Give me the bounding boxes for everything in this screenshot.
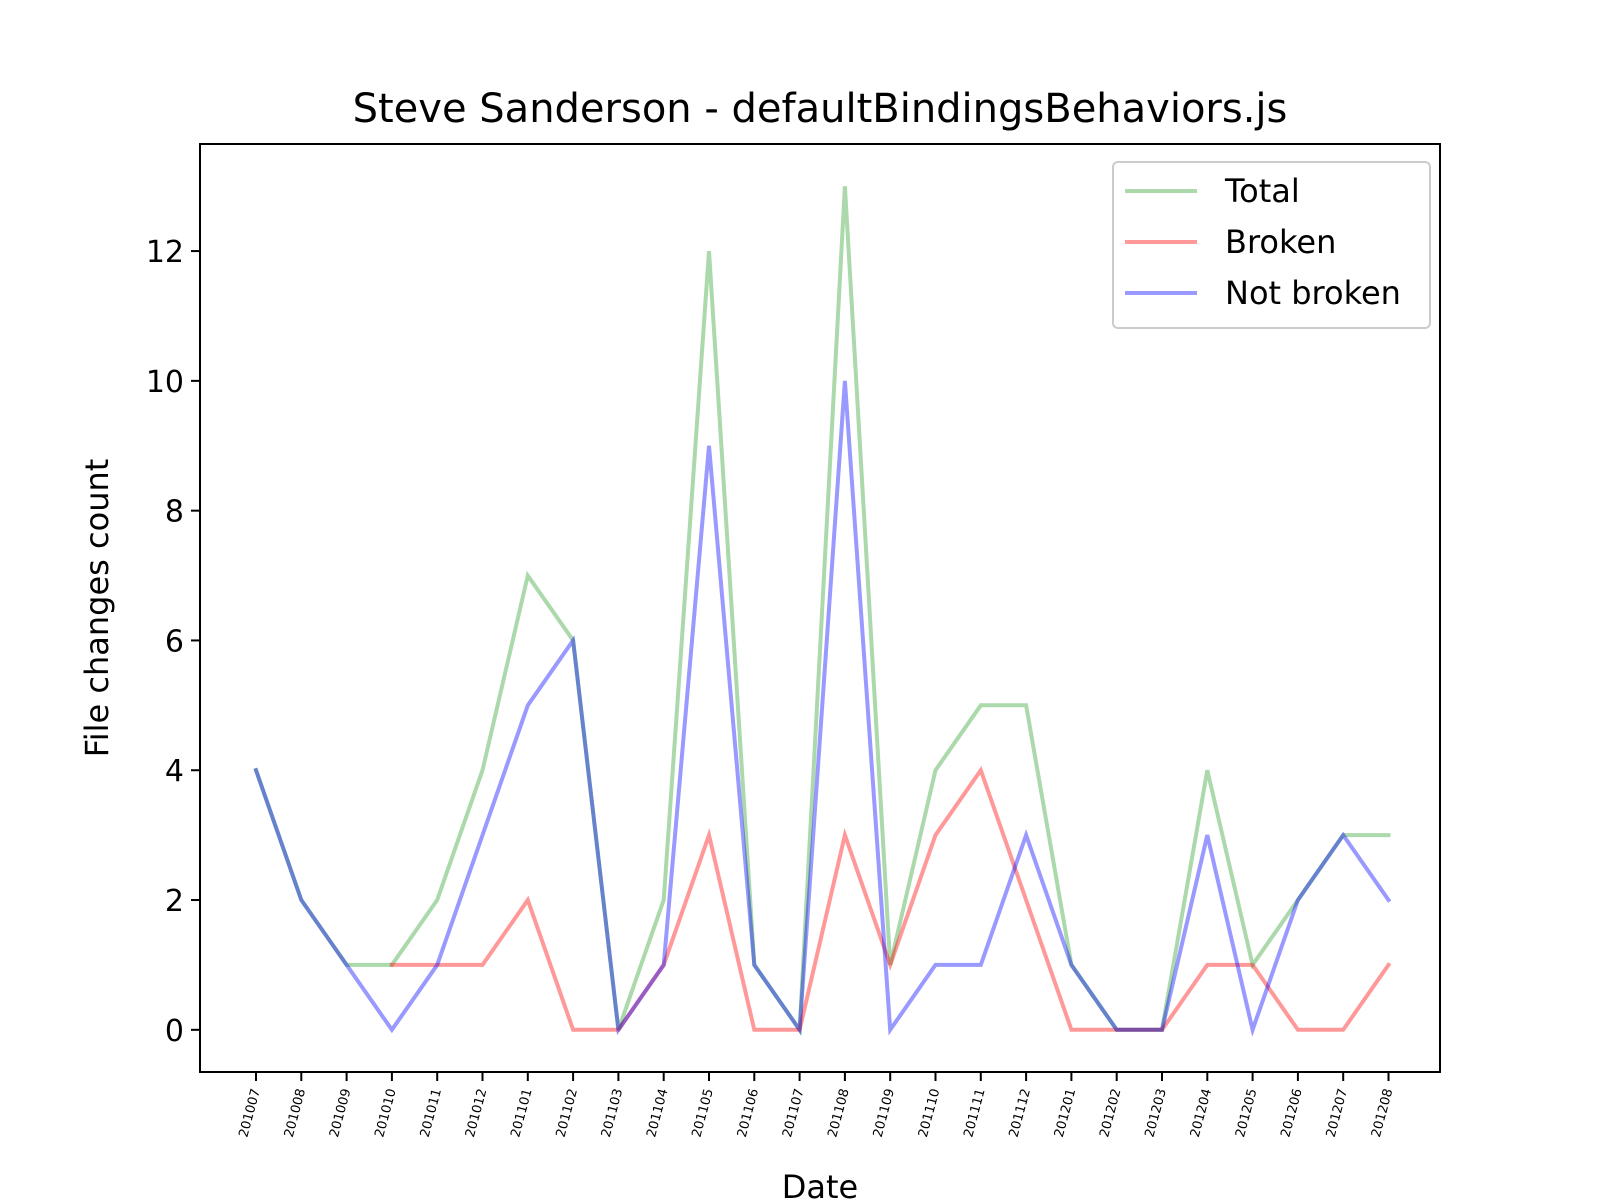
series-line-total <box>253 186 1391 1036</box>
y-tick-label: 10 <box>146 365 184 400</box>
x-axis: 201007 201008 201009 201010 201011 201012 2011… <box>237 1072 1396 1139</box>
x-tick-label: 201109 <box>871 1087 898 1139</box>
x-tick-label: 201204 <box>1188 1087 1215 1139</box>
x-tick-label: 201104 <box>644 1087 671 1139</box>
legend-label: Broken <box>1225 223 1336 261</box>
y-axis: 0 2 4 6 8 10 12 <box>146 235 200 1049</box>
x-tick-label: 201008 <box>282 1087 309 1139</box>
x-tick-label: 201007 <box>237 1087 264 1139</box>
x-tick-label: 201106 <box>735 1087 762 1139</box>
legend-label: Total <box>1224 172 1300 210</box>
x-tick-label: 201205 <box>1233 1087 1260 1139</box>
x-tick-label: 201208 <box>1369 1087 1396 1139</box>
x-tick-label: 201108 <box>825 1087 852 1139</box>
plot-frame <box>199 143 1441 1073</box>
x-tick-label: 201201 <box>1052 1087 1079 1139</box>
series-line-not-broken <box>253 380 1392 1037</box>
y-tick-label: 12 <box>146 235 184 270</box>
x-tick-label: 201110 <box>916 1087 943 1139</box>
x-tick-label: 201012 <box>463 1087 490 1139</box>
legend-box <box>1112 161 1431 329</box>
x-axis-label: Date <box>782 1168 858 1200</box>
x-tick-label: 201111 <box>961 1087 988 1139</box>
y-tick-label: 6 <box>165 624 184 659</box>
x-tick-label: 201107 <box>780 1087 807 1139</box>
x-tick-label: 201112 <box>1007 1087 1034 1139</box>
x-tick-label: 201105 <box>690 1087 717 1139</box>
legend: Total Broken Not broken <box>1112 161 1431 329</box>
x-tick-label: 201207 <box>1324 1087 1351 1139</box>
x-tick-label: 201010 <box>372 1087 399 1139</box>
y-tick-label: 2 <box>165 884 184 919</box>
y-axis-label: File changes count <box>78 459 116 758</box>
x-tick-label: 201202 <box>1097 1087 1124 1139</box>
legend-label: Not broken <box>1225 274 1401 312</box>
y-tick-label: 4 <box>165 754 184 789</box>
x-tick-label: 201009 <box>327 1087 354 1139</box>
x-tick-label: 201011 <box>418 1087 445 1139</box>
series-line-broken <box>389 765 1392 1032</box>
x-tick-label: 201102 <box>554 1087 581 1139</box>
x-tick-label: 201103 <box>599 1087 626 1139</box>
x-tick-label: 201101 <box>508 1087 535 1139</box>
y-tick-label: 8 <box>165 495 184 530</box>
series-layer <box>253 186 1392 1037</box>
y-tick-label: 0 <box>165 1014 184 1049</box>
x-tick-label: 201203 <box>1143 1087 1170 1139</box>
x-tick-label: 201206 <box>1278 1087 1305 1139</box>
chart-title: Steve Sanderson - defaultBindingsBehavio… <box>353 86 1288 132</box>
